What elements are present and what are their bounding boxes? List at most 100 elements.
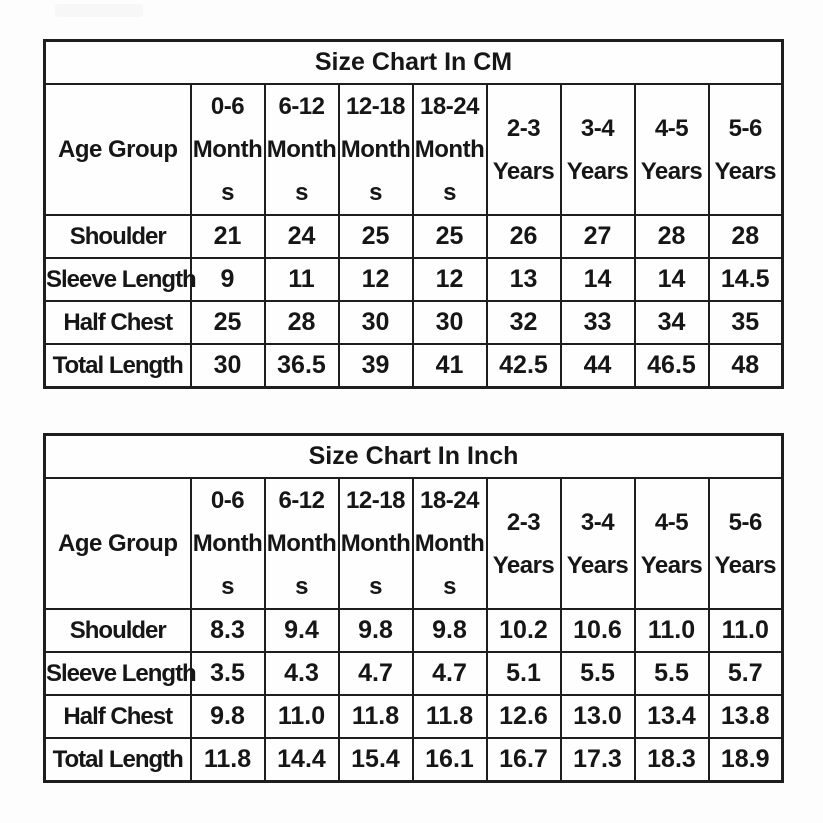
size-value-cell: 11.0: [263, 694, 340, 739]
size-value-cell: 34: [633, 300, 710, 345]
column-header: 5-6 Years: [707, 477, 784, 610]
size-value-cell: 32: [485, 300, 562, 345]
size-value-cell: 28: [263, 300, 340, 345]
size-value-cell: 27: [559, 214, 636, 259]
table-title-cm: Size Chart In CM: [43, 39, 784, 85]
size-value-cell: 11: [263, 257, 340, 302]
size-value-cell: 28: [707, 214, 784, 259]
age-group-header: Age Group: [43, 83, 192, 216]
row-label: Half Chest: [43, 300, 192, 345]
table-row: Shoulder 21 24 25 25 26 27 28 28: [43, 214, 784, 259]
column-header: 2-3 Years: [485, 83, 562, 216]
table-header-row: Age Group 0-6 Month s 6-12 Month s 12-18 Mo…: [43, 477, 784, 610]
column-header: 4-5 Years: [633, 477, 710, 610]
size-value-cell: 25: [189, 300, 266, 345]
size-value-cell: 5.7: [707, 651, 784, 696]
column-header: 12-18 Month s: [337, 477, 414, 610]
size-value-cell: 4.3: [263, 651, 340, 696]
size-value-cell: 18.3: [633, 737, 710, 783]
row-label: Shoulder: [43, 214, 192, 259]
size-value-cell: 21: [189, 214, 266, 259]
size-value-cell: 44: [559, 343, 636, 389]
size-value-cell: 16.7: [485, 737, 562, 783]
row-label: Half Chest: [43, 694, 192, 739]
size-value-cell: 41: [411, 343, 488, 389]
size-value-cell: 26: [485, 214, 562, 259]
column-header: 5-6 Years: [707, 83, 784, 216]
size-value-cell: 18.9: [707, 737, 784, 783]
column-header: 4-5 Years: [633, 83, 710, 216]
size-value-cell: 13.4: [633, 694, 710, 739]
size-value-cell: 24: [263, 214, 340, 259]
table-title-row: Size Chart In CM: [43, 39, 784, 85]
size-value-cell: 30: [189, 343, 266, 389]
size-value-cell: 5.1: [485, 651, 562, 696]
top-left-faint-badge: [55, 4, 143, 17]
size-value-cell: 3.5: [189, 651, 266, 696]
table-row: Half Chest 9.8 11.0 11.8 11.8 12.6 13.0 13.4 13.…: [43, 694, 784, 739]
table-row: Total Length 11.8 14.4 15.4 16.1 16.7 17.3 18.3…: [43, 737, 784, 783]
size-value-cell: 28: [633, 214, 710, 259]
table-title-row: Size Chart In Inch: [43, 433, 784, 479]
row-label: Total Length: [43, 343, 192, 389]
column-header: 3-4 Years: [559, 477, 636, 610]
size-value-cell: 14.5: [707, 257, 784, 302]
column-header: 3-4 Years: [559, 83, 636, 216]
row-label: Shoulder: [43, 608, 192, 653]
size-value-cell: 30: [337, 300, 414, 345]
size-value-cell: 13.8: [707, 694, 784, 739]
size-value-cell: 13.0: [559, 694, 636, 739]
size-value-cell: 4.7: [337, 651, 414, 696]
table-row: Sleeve Length 3.5 4.3 4.7 4.7 5.1 5.5 5.5 5.7: [43, 651, 784, 696]
column-header: 18-24 Month s: [411, 477, 488, 610]
size-value-cell: 25: [411, 214, 488, 259]
size-value-cell: 14: [633, 257, 710, 302]
size-value-cell: 16.1: [411, 737, 488, 783]
size-value-cell: 39: [337, 343, 414, 389]
size-value-cell: 17.3: [559, 737, 636, 783]
size-value-cell: 12: [411, 257, 488, 302]
size-value-cell: 48: [707, 343, 784, 389]
table-title-inch: Size Chart In Inch: [43, 433, 784, 479]
table-row: Shoulder 8.3 9.4 9.8 9.8 10.2 10.6 11.0 11.0: [43, 608, 784, 653]
column-header: 2-3 Years: [485, 477, 562, 610]
size-value-cell: 46.5: [633, 343, 710, 389]
size-value-cell: 14.4: [263, 737, 340, 783]
size-value-cell: 5.5: [633, 651, 710, 696]
column-header: 0-6 Month s: [189, 477, 266, 610]
size-value-cell: 33: [559, 300, 636, 345]
size-value-cell: 11.8: [411, 694, 488, 739]
column-header: 0-6 Month s: [189, 83, 266, 216]
size-value-cell: 15.4: [337, 737, 414, 783]
table-row: Total Length 30 36.5 39 41 42.5 44 46.5 48: [43, 343, 784, 389]
size-value-cell: 11.0: [707, 608, 784, 653]
size-value-cell: 10.6: [559, 608, 636, 653]
size-value-cell: 9.4: [263, 608, 340, 653]
size-value-cell: 9.8: [337, 608, 414, 653]
size-value-cell: 14: [559, 257, 636, 302]
size-value-cell: 12: [337, 257, 414, 302]
size-value-cell: 25: [337, 214, 414, 259]
size-value-cell: 11.0: [633, 608, 710, 653]
size-value-cell: 42.5: [485, 343, 562, 389]
size-value-cell: 9.8: [411, 608, 488, 653]
size-value-cell: 8.3: [189, 608, 266, 653]
size-value-cell: 11.8: [189, 737, 266, 783]
size-chart-inch-table: Size Chart In Inch Age Group 0-6 Month s 6-…: [43, 433, 784, 783]
row-label: Sleeve Length: [43, 257, 197, 302]
size-value-cell: 9: [189, 257, 266, 302]
size-value-cell: 5.5: [559, 651, 636, 696]
size-value-cell: 10.2: [485, 608, 562, 653]
size-value-cell: 13: [485, 257, 562, 302]
column-header: 6-12 Month s: [263, 477, 340, 610]
size-value-cell: 35: [707, 300, 784, 345]
row-label: Total Length: [43, 737, 192, 783]
table-row: Sleeve Length 9 11 12 12 13 14 14 14.5: [43, 257, 784, 302]
column-header: 18-24 Month s: [411, 83, 488, 216]
size-value-cell: 36.5: [263, 343, 340, 389]
column-header: 6-12 Month s: [263, 83, 340, 216]
size-value-cell: 9.8: [189, 694, 266, 739]
size-chart-cm-table: Size Chart In CM Age Group 0-6 Month s 6-12…: [43, 39, 784, 389]
size-value-cell: 12.6: [485, 694, 562, 739]
size-value-cell: 30: [411, 300, 488, 345]
